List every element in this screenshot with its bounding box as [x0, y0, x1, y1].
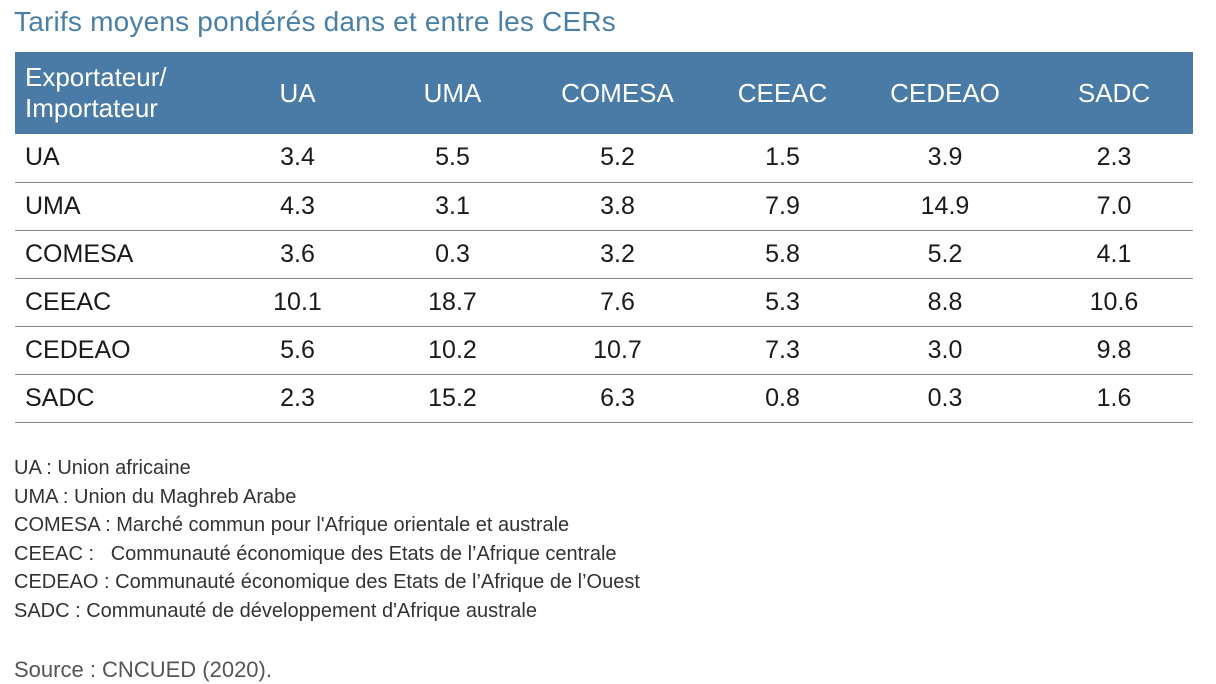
table-cell: 10.2: [428, 335, 477, 364]
table-cell: 5.6: [280, 335, 315, 364]
table-cell: 4.1: [1096, 239, 1132, 268]
source-note: Source : CNCUED (2020).: [14, 657, 272, 682]
corner-header-line-2: Importateur: [25, 93, 158, 123]
row-header-uma: UMA: [25, 191, 81, 220]
table-cell: 9.8: [1096, 335, 1132, 364]
table-cell: 10.1: [273, 287, 322, 316]
table-row: CEDEAO 5.6 10.2 10.7 7.3 3.0 9.8: [15, 326, 1193, 374]
table-cell: 7.0: [1096, 191, 1132, 220]
row-header-comesa: COMESA: [25, 239, 134, 268]
table-cell: 5.3: [765, 287, 800, 316]
column-header-comesa: COMESA: [561, 77, 674, 108]
table-cell: 5.8: [765, 239, 800, 268]
table-cell: 15.2: [428, 383, 477, 412]
table-cell: 7.3: [765, 335, 800, 364]
table-cell: 3.6: [280, 239, 315, 268]
row-header-ua: UA: [25, 143, 60, 172]
table-cell: 18.7: [428, 287, 477, 316]
table-header-row: Exportateur/ Importateur UA UMA COMESA C…: [15, 52, 1193, 134]
legend-line: UA : Union africaine: [14, 457, 191, 479]
table-cell: 6.3: [600, 383, 635, 412]
column-header-sadc: SADC: [1077, 77, 1151, 108]
table-row: UMA 4.3 3.1 3.8 7.9 14.9 7.0: [15, 182, 1193, 230]
table-row: UA 3.4 5.5 5.2 1.5 3.9 2.3: [15, 134, 1193, 182]
table-cell: 10.6: [1089, 287, 1139, 316]
legend-line: CEEAC : Communauté économique des Etats …: [14, 542, 617, 565]
table-row: SADC 2.3 15.2 6.3 0.8 0.3 1.6: [15, 374, 1193, 422]
table-cell: 3.1: [435, 191, 470, 220]
corner-header-line-1: Exportateur/: [25, 62, 167, 92]
column-header-ua: UA: [279, 77, 316, 108]
table-cell: 5.5: [435, 143, 470, 172]
table-cell: 3.2: [600, 239, 635, 268]
row-header-sadc: SADC: [25, 383, 95, 412]
table-cell: 3.9: [927, 143, 963, 172]
legend-line: CEDEAO : Communauté économique des Etats…: [14, 571, 640, 594]
corner-header: Exportateur/ Importateur: [15, 52, 215, 134]
table-cell: 3.0: [927, 335, 963, 364]
table-cell: 0.3: [927, 383, 963, 412]
table-cell: 4.3: [280, 191, 315, 220]
table-row: CEEAC 10.1 18.7 7.6 5.3 8.8 10.6: [15, 278, 1193, 326]
legend-line: COMESA : Marché commun pour l'Afrique or…: [14, 514, 570, 537]
table-cell: 7.9: [765, 191, 800, 220]
table-cell: 8.8: [927, 287, 963, 316]
table-cell: 5.2: [600, 143, 635, 172]
table-cell: 14.9: [920, 191, 970, 220]
table-cell: 2.3: [280, 383, 315, 412]
table-cell: 3.8: [600, 191, 635, 220]
column-header-cedeao: CEDEAO: [890, 77, 1000, 108]
table-cell: 5.2: [927, 239, 963, 268]
table-cell: 0.8: [765, 383, 800, 412]
row-header-cedeao: CEDEAO: [25, 335, 131, 364]
table-cell: 1.6: [1096, 383, 1132, 412]
column-header-uma: UMA: [423, 77, 482, 108]
legend-line: SADC : Communauté de développement d'Afr…: [14, 599, 537, 622]
abbreviations-legend: UA : Union africaine UMA : Union du Magh…: [14, 454, 640, 626]
table-cell: 3.4: [280, 143, 315, 172]
table-cell: 1.5: [765, 143, 800, 172]
tariff-table: Exportateur/ Importateur UA UMA COMESA C…: [15, 52, 1193, 423]
table-cell: 0.3: [435, 239, 470, 268]
row-header-ceeac: CEEAC: [25, 287, 112, 316]
column-header-ceeac: CEEAC: [737, 77, 828, 108]
legend-line: UMA : Union du Maghreb Arabe: [14, 485, 297, 508]
table-cell: 7.6: [600, 287, 635, 316]
page-title: Tarifs moyens pondérés dans et entre les…: [14, 6, 616, 37]
table-cell: 10.7: [593, 335, 642, 364]
table-cell: 2.3: [1096, 143, 1132, 172]
table-row: COMESA 3.6 0.3 3.2 5.8 5.2 4.1: [15, 230, 1193, 278]
